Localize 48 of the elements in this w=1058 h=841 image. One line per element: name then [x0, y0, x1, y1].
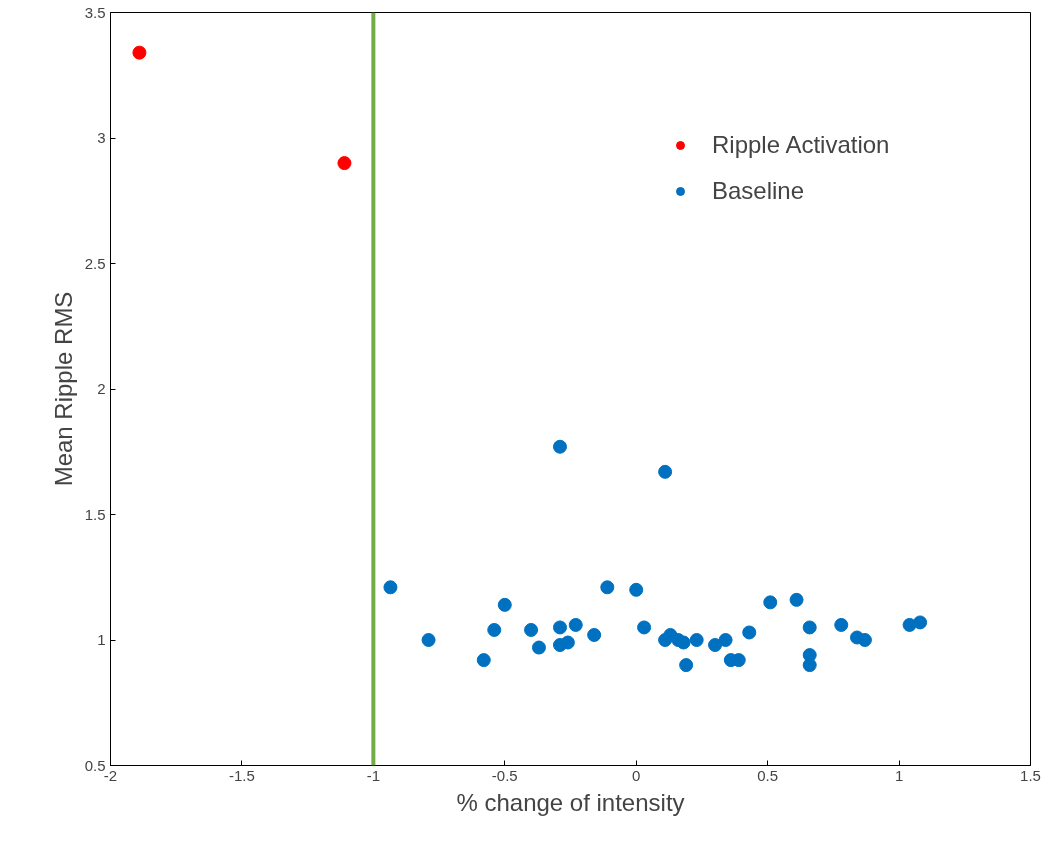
point	[742, 625, 757, 640]
y-axis-title: Mean Ripple RMS	[49, 291, 77, 487]
point	[383, 580, 398, 595]
y-tick-label: 2	[97, 380, 106, 397]
point	[834, 617, 849, 632]
point	[676, 635, 691, 650]
point	[497, 597, 512, 612]
point	[802, 620, 817, 635]
x-tick-label: -0.5	[491, 766, 518, 784]
y-tick-label: 2.5	[84, 254, 106, 272]
point	[637, 620, 652, 635]
legend-label: Baseline	[712, 177, 805, 205]
point	[560, 635, 575, 650]
y-tick-label: 3.5	[84, 3, 106, 21]
point	[802, 658, 817, 673]
point	[679, 658, 694, 673]
x-tick-label: 0	[632, 766, 641, 784]
point	[789, 592, 804, 607]
x-tick-label: -1	[366, 766, 381, 784]
point	[552, 439, 567, 454]
y-tick-label: 1	[97, 631, 106, 648]
point	[689, 633, 704, 647]
point	[531, 640, 546, 655]
x-tick-label: 1.5	[1020, 766, 1041, 784]
y-tick-label: 3	[97, 129, 106, 146]
x-tick-label: -1.5	[229, 766, 255, 784]
point	[718, 633, 733, 647]
point	[600, 580, 615, 595]
point	[913, 615, 928, 630]
point	[421, 633, 436, 647]
x-tick-label: 1	[894, 766, 904, 784]
point	[524, 622, 539, 637]
point	[132, 45, 147, 60]
point	[857, 633, 872, 647]
point	[587, 627, 602, 642]
legend-label: Ripple Activation	[712, 131, 890, 159]
x-axis-title: % change of intensity	[456, 788, 685, 816]
point	[763, 595, 778, 610]
x-tick-label: 0.5	[757, 766, 779, 784]
point	[629, 582, 644, 597]
point	[568, 617, 583, 632]
point	[337, 156, 352, 171]
point	[552, 620, 567, 635]
point	[487, 622, 502, 637]
point	[476, 653, 491, 668]
point	[658, 464, 673, 479]
y-tick-label: 1.5	[84, 505, 106, 523]
point	[708, 638, 723, 653]
